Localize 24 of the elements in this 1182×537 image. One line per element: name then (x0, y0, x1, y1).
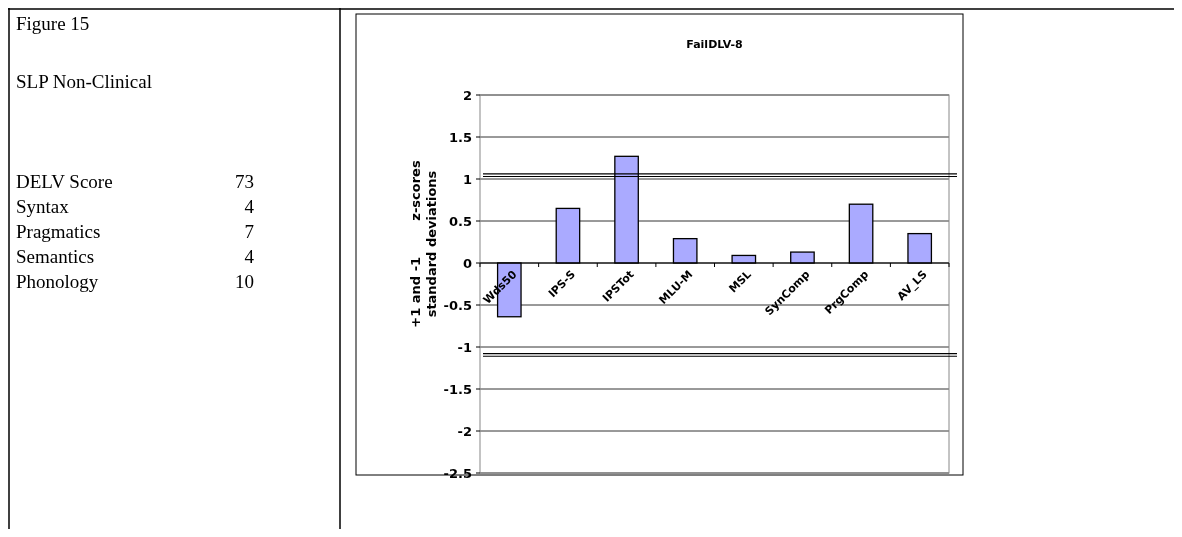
y-tick-label: -2 (457, 423, 472, 439)
data-label: 73 (235, 171, 254, 192)
y-tick-label: -0.5 (443, 297, 472, 313)
y-tick-label: 0 (462, 255, 472, 271)
category-label: DELV Score (16, 171, 113, 192)
text: Figure 15 (16, 13, 90, 34)
data-label: 7 (244, 221, 254, 242)
y-tick-label: -1.5 (443, 381, 472, 397)
y-tick-label: 1 (462, 171, 472, 187)
y-tick-label: 0.5 (448, 213, 472, 229)
y-axis-title: +1 and -1 z-scores standard deviations (408, 160, 439, 328)
data-label: 4 (244, 196, 255, 217)
category-label: Syntax (16, 196, 70, 217)
data-label: 4 (244, 246, 255, 267)
category-label: Semantics (16, 246, 95, 267)
text: SLP Non-Clinical (16, 71, 152, 92)
category-label: Phonology (16, 271, 99, 292)
y-tick-label: -1 (457, 339, 472, 355)
data-label: 10 (235, 271, 254, 292)
y-tick-label: 1.5 (448, 129, 472, 145)
category-label: Pragmatics (16, 221, 101, 242)
y-tick-label: -2.5 (443, 465, 472, 481)
y-tick-label: 2 (462, 87, 472, 103)
chart-title: FailDLV-8 (686, 38, 743, 51)
